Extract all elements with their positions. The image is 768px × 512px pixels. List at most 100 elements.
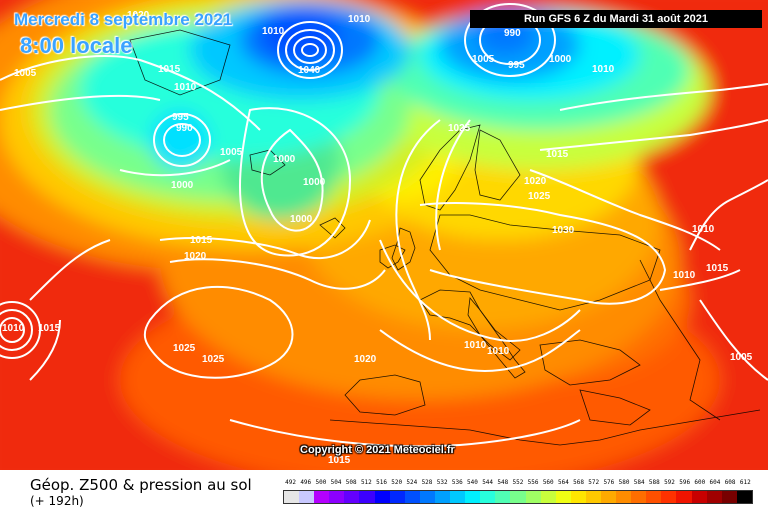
scale-label: 516 <box>376 479 387 486</box>
isobar-label: 1020 <box>127 10 150 21</box>
forecast-date: Mercredi 8 septembre 2021 <box>14 10 233 29</box>
isobar-label: 1010 <box>592 64 615 75</box>
scale-label: 568 <box>573 479 584 486</box>
scale-label: 552 <box>512 479 524 486</box>
scale-label: 572 <box>588 479 600 486</box>
legend-subtitle: (+ 192h) <box>30 494 84 508</box>
copyright: Copyright © 2021 Meteociel.fr <box>300 444 455 456</box>
scale-swatch <box>510 491 526 503</box>
isobar-label: 1010 <box>348 14 371 25</box>
isobar-label: 1010 <box>487 346 510 357</box>
forecast-time: 8:00 locale <box>20 33 133 58</box>
scale-swatch <box>314 491 330 503</box>
scale-swatch <box>736 491 752 503</box>
scale-label: 580 <box>618 479 630 486</box>
isobar-label: 1010 <box>262 26 285 37</box>
isobar-label: 1015 <box>328 455 351 466</box>
scale-label: 612 <box>739 479 751 486</box>
scale-swatch <box>600 491 617 503</box>
scale-swatch <box>374 491 390 503</box>
scale-swatch <box>434 491 451 503</box>
isobar-label: 1010 <box>692 224 715 235</box>
scale-swatch <box>299 491 315 503</box>
isobar-label: 1005 <box>472 54 495 65</box>
scale-swatch <box>359 491 375 503</box>
scale-label: 512 <box>360 479 372 486</box>
scale-label: 596 <box>679 479 691 486</box>
isobar-label: 995 <box>172 112 189 123</box>
scale-swatch <box>540 491 556 503</box>
scale-swatch <box>616 491 632 503</box>
scale-label: 520 <box>391 479 403 486</box>
scale-swatch <box>419 491 435 503</box>
scale-label: 604 <box>709 479 721 486</box>
scale-label: 536 <box>451 479 463 486</box>
isobar-label: 1015 <box>546 149 569 160</box>
isobar-label: 1015 <box>158 64 181 75</box>
scale-swatch <box>329 491 345 503</box>
scale-label: 608 <box>724 479 736 486</box>
scale-label: 564 <box>557 479 569 486</box>
isobar-label: 1015 <box>38 323 61 334</box>
isobar-label: 1030 <box>552 225 575 236</box>
scale-swatch <box>495 491 511 503</box>
isobar-label: 1010 <box>174 82 197 93</box>
isobar-label: 1010 <box>2 323 25 334</box>
scale-label: 592 <box>664 479 675 486</box>
scale-swatch <box>525 491 541 503</box>
isobar-label: 1020 <box>524 176 547 187</box>
isobar-label: 1025 <box>448 123 471 134</box>
isobar-label: 1000 <box>171 180 194 191</box>
isobar-label: 1010 <box>673 270 696 281</box>
isobar-label: 995 <box>508 60 525 71</box>
isobar-label: 1005 <box>14 68 37 79</box>
scale-label: 524 <box>406 479 418 486</box>
scale-label: 588 <box>648 479 660 486</box>
scale-label: 560 <box>542 479 554 486</box>
scale-label: 500 <box>315 479 327 486</box>
scale-swatch <box>691 491 707 503</box>
isobar-label: 1020 <box>184 251 207 262</box>
scale-swatch <box>284 491 300 503</box>
legend-title: Géop. Z500 & pression au sol <box>30 476 252 494</box>
isobar-label: 1000 <box>549 54 572 65</box>
isobar-label: 1010 <box>464 340 487 351</box>
scale-swatch <box>646 491 662 503</box>
scale-label: 544 <box>482 479 494 486</box>
scale-label: 540 <box>467 479 478 486</box>
scale-swatch <box>389 491 405 503</box>
scale-swatch <box>555 491 571 503</box>
scale-label: 584 <box>633 479 645 486</box>
isobar-label: 1005 <box>730 352 753 363</box>
scale-swatch <box>721 491 737 503</box>
scale-label: 496 <box>300 479 312 486</box>
scale-swatch <box>706 491 722 503</box>
isobar-label: 1000 <box>290 214 313 225</box>
scale-swatch <box>465 491 481 503</box>
scale-swatch <box>585 491 601 503</box>
isobar-label: 1025 <box>202 354 225 365</box>
isobars <box>0 3 768 448</box>
isobar-label: 990 <box>176 123 193 134</box>
scale-label: 576 <box>603 479 615 486</box>
geopotential-field <box>0 0 768 470</box>
isobar-label: 990 <box>504 28 521 39</box>
scale-label: 548 <box>497 479 509 486</box>
isobar-label: 1000 <box>273 154 296 165</box>
scale-swatch <box>661 491 677 503</box>
scale-swatch <box>570 491 586 503</box>
run-info: Run GFS 6 Z du Mardi 31 août 2021 <box>470 10 762 28</box>
scale-label: 600 <box>694 479 706 486</box>
isobar-label: 1040 <box>298 65 321 76</box>
scale-swatch <box>676 491 692 503</box>
color-scale: 492 496 500 504 508 512 516 520 524 528 532 536 540 5… <box>283 478 753 504</box>
scale-labels: 492 496 500 504 508 512 516 520 524 528 532 536 540 5… <box>283 478 753 488</box>
scale-label: 532 <box>436 479 448 486</box>
scale-swatch <box>404 491 420 503</box>
isobar-label: 1005 <box>220 147 243 158</box>
scale-label: 492 <box>285 479 296 486</box>
isobar-label: 1025 <box>528 191 551 202</box>
isobar-label: 1015 <box>190 235 213 246</box>
